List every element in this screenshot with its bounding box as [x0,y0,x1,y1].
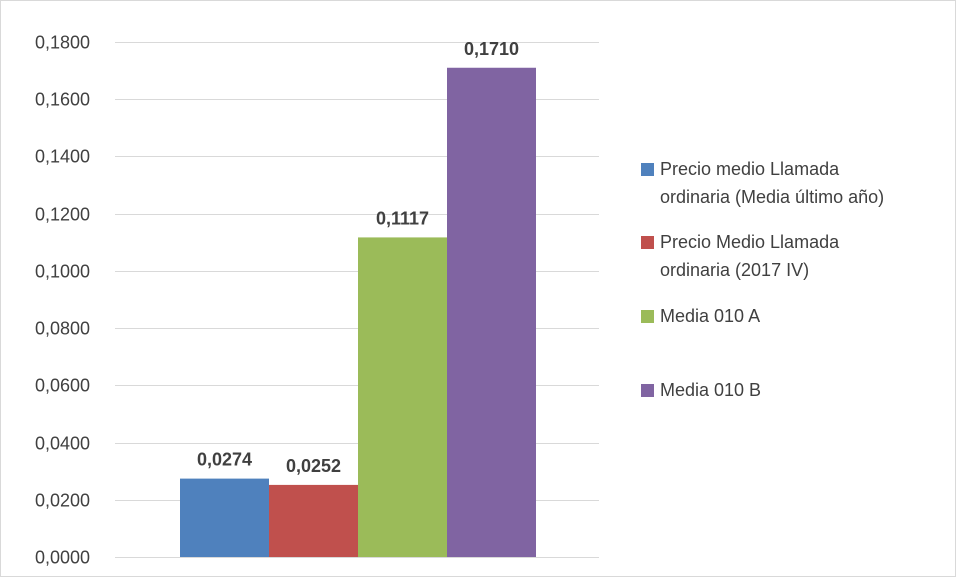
bars [180,67,536,558]
y-tick-label: 0,1000 [35,262,90,282]
y-tick-label: 0,0600 [35,376,90,396]
y-tick-label: 0,0000 [35,548,90,568]
y-tick-label: 0,1400 [35,147,90,167]
y-tick-label: 0,0400 [35,434,90,454]
legend: Precio medio Llamada ordinaria (Media últ… [641,159,884,400]
bar-2 [269,484,358,557]
y-tick-label: 0,0800 [35,319,90,339]
legend-item-3: Media 010 A [641,306,760,326]
legend-swatch [641,384,654,397]
data-label: 0,0252 [286,456,341,476]
data-label: 0,1710 [464,39,519,59]
y-axis-ticks: 0,0000 0,0200 0,0400 0,0600 0,0800 0,1000 0,12… [35,33,90,568]
y-tick-label: 0,1800 [35,33,90,53]
bar-3 [358,237,447,558]
bar-1 [180,478,269,557]
legend-swatch [641,236,654,249]
legend-label: Precio Medio Llamada [660,232,840,252]
data-label: 0,1117 [376,208,429,228]
legend-swatch [641,310,654,323]
legend-label: Media 010 B [660,380,761,400]
y-tick-label: 0,0200 [35,491,90,511]
data-labels: 0,0274 0,0252 0,1117 0,1710 [197,39,519,476]
legend-item-1: Precio medio Llamada ordinaria (Media últ… [641,159,884,207]
legend-item-2: Precio Medio Llamada ordinaria (2017 IV) [641,232,840,280]
legend-item-4: Media 010 B [641,380,761,400]
data-label: 0,0274 [197,450,252,470]
bar-4 [447,67,536,557]
legend-label: ordinaria (2017 IV) [660,260,809,280]
y-tick-label: 0,1200 [35,205,90,225]
legend-label: Precio medio Llamada [660,159,840,179]
legend-label: Media 010 A [660,306,760,326]
y-tick-label: 0,1600 [35,90,90,110]
legend-label: ordinaria (Media último año) [660,187,884,207]
legend-swatch [641,163,654,176]
